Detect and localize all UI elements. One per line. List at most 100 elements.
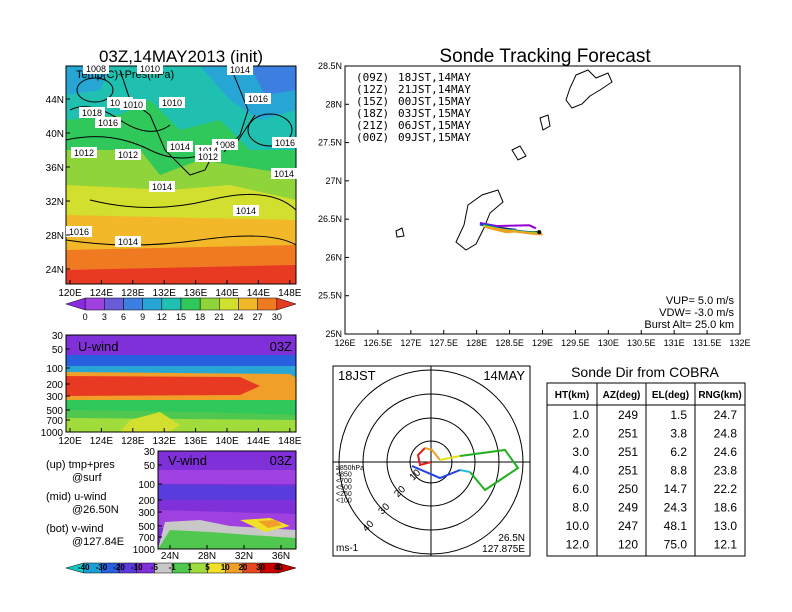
colorbar-segment [161,297,182,311]
burst-text: Burst Alt= 25.0 km [644,319,734,331]
table-cell: 251 [618,427,638,441]
uwind-p-tick: 100 [46,364,63,375]
colorbar-tick: 9 [140,312,145,322]
contour-label: 1016 [69,227,89,237]
contour-label-box [66,226,92,237]
table-header-cell: EL(deg) [652,390,689,401]
contour-label: 1010 [162,98,182,108]
colorbar-segment [276,297,297,311]
vwind-label: V-wind [168,453,207,468]
contour-label-box [159,97,185,108]
map-lon-tick: 140E [215,288,239,299]
vwind-p-tick: 50 [144,461,156,472]
vwind-colorbar-tick: -10 [131,563,143,572]
uwind-p-tick: 50 [52,345,64,356]
vwind-time: 03Z [270,453,292,468]
vdw-text: VDW= -3.0 m/s [659,307,734,319]
colorbar-segment [219,297,239,311]
temperature-colorbar [65,297,297,311]
uwind-p-tick: 300 [46,392,63,403]
vwind-colorbar-tick: -20 [113,563,125,572]
map-title: 03Z,14MAY2013 (init) [99,47,263,66]
uwind-lon-tick: 140E [215,436,239,447]
table-cell: 10.0 [566,519,590,533]
contour-label: 1016 [98,118,118,128]
table-cell: 4.0 [572,464,589,478]
table-header-cell: RNG(km) [698,390,741,401]
colorbar-segment [84,297,105,311]
tracking-x-ticks: 126E 126.5E 127E 127.5E 128E 128.5E 129E 129.5E… [334,330,751,348]
vwind-p-tick: 30 [144,447,156,458]
contour-label-box [120,99,146,110]
vwind-colorbar-ticks: -40 -30 -20 -10 -5 -1 1 5 10 20 30 40 [78,563,283,572]
table-cell: 251 [618,445,638,459]
legend-code: (15Z) [356,95,389,108]
tracking-x-tick: 128E [466,338,487,348]
contour-label-box [195,151,221,162]
tracking-x-tick: 126E [334,338,355,348]
ring-label: 30 [377,501,393,517]
vwind-p-tick: 200 [138,496,155,507]
legend-code: (21Z) [356,119,389,132]
hodograph-time: 18JST [338,368,376,383]
contour-label: 1014 [236,206,256,216]
colorbar-segment [199,297,220,311]
tracking-y-tick: 25.5N [318,291,342,301]
map-lon-tick: 148E [278,288,302,299]
table-cell: 14.7 [664,482,688,496]
tracking-x-tick: 132E [729,338,750,348]
trajectory-line [484,225,543,236]
map-lon-tick: 132E [153,288,177,299]
contour-label: 1008 [215,140,235,150]
uwind-time: 03Z [270,339,292,354]
tracking-x-tick: 131.5E [693,338,722,348]
vwind-colorbar-tick: 20 [238,563,247,572]
colorbar-tick: 21 [214,312,224,322]
level-legend-item: <250 [336,491,352,498]
hodograph-level-legend: ≥850hPa<850<700<500<250<100 [336,465,364,505]
map-lat-tick: 28N [46,231,64,242]
table-cell: 23.8 [714,464,738,478]
tracking-y-tick: 27.5N [318,138,342,148]
table-cell: 6.0 [572,482,589,496]
tracking-x-tick: 131E [664,338,685,348]
table-cell: 6.2 [670,445,687,459]
map-lat-tick: 44N [46,95,64,106]
trajectory-lines [479,222,543,236]
uwind-p-tick: 700 [46,416,63,427]
table-cell: 18.6 [714,501,738,515]
vwind-colorbar-segment [278,562,297,574]
colorbar-segment [123,297,143,311]
vwind-lat-tick: 24N [161,551,179,562]
temperature-colorbar-ticks: 0 3 6 9 12 15 18 21 24 27 30 [83,312,282,322]
colorbar-segment [257,297,278,311]
contour-label-box [71,147,97,158]
contour-label: 1012 [198,152,218,162]
map-lon-tick: 136E [184,288,208,299]
uwind-lon-tick: 120E [58,436,82,447]
vwind-colorbar-tick: -30 [96,563,108,572]
note-bot-2: @127.84E [72,536,124,548]
note-mid-1: (mid) u-wind [46,491,107,503]
level-legend-item: <700 [336,478,352,485]
note-mid-2: @26.50N [72,504,119,516]
contour-label: 1014 [152,182,172,192]
table-cell: 1.0 [572,408,589,422]
uwind-p-tick: 200 [46,380,63,391]
table-cell: 2.0 [572,427,589,441]
colorbar-segment [104,297,124,311]
table-cell: 250 [618,482,638,496]
vwind-colorbar-tick: 30 [256,563,265,572]
contour-label: 1012 [74,148,94,158]
map-lon-tick: 120E [58,288,82,299]
map-lon-tick: 128E [121,288,145,299]
hodograph-lon: 127.875E [482,544,525,555]
uwind-lon-ticks: 120E 124E 128E 132E 136E 140E 144E 148E [58,428,302,447]
vwind-colorbar-tick: 1 [188,563,193,572]
table-cell: 24.3 [664,501,688,515]
uwind-lon-tick: 132E [153,436,177,447]
